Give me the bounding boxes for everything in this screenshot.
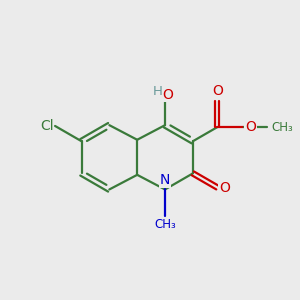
Text: O: O — [163, 88, 173, 102]
Text: CH₃: CH₃ — [271, 121, 293, 134]
Text: H: H — [153, 85, 163, 98]
Text: CH₃: CH₃ — [154, 218, 176, 231]
Text: O: O — [219, 181, 230, 194]
Text: Cl: Cl — [40, 119, 54, 133]
Text: O: O — [212, 84, 223, 98]
Text: O: O — [245, 120, 256, 134]
Text: N: N — [160, 173, 170, 187]
